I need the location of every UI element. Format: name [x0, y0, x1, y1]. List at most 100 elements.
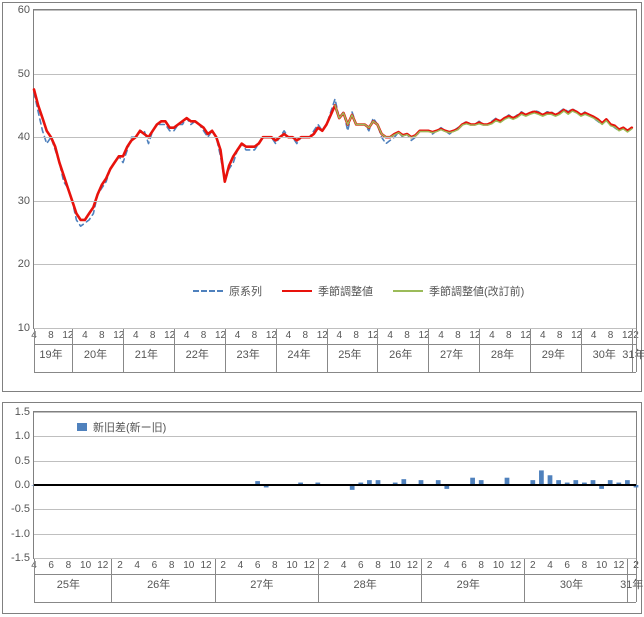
- x-tick-month: 10: [390, 560, 401, 571]
- x-tick-month: 10: [183, 560, 194, 571]
- x-tick-month: 2: [117, 560, 123, 571]
- y-tick-label: 0.5: [15, 455, 30, 467]
- x-year-label: 31年: [622, 346, 644, 362]
- legend-label: 原系列: [229, 283, 262, 299]
- x-year-label: 29年: [457, 576, 480, 592]
- x-tick-month: 6: [152, 560, 158, 571]
- top-series-svg: [34, 10, 636, 328]
- y-tick-label: -0.5: [11, 503, 30, 515]
- x-tick-month: 12: [613, 560, 624, 571]
- x-tick-month: 4: [286, 330, 292, 341]
- x-year-label: 24年: [287, 346, 310, 362]
- legend-item: 季節調整値: [282, 283, 373, 299]
- x-tick-month: 8: [303, 330, 309, 341]
- y-tick-label: 40: [18, 131, 30, 143]
- x-tick-month: 4: [489, 330, 495, 341]
- x-tick-month: 4: [387, 330, 393, 341]
- x-tick-month: 12: [97, 560, 108, 571]
- legend-label: 季節調整値(改訂前): [429, 283, 524, 299]
- x-tick-month: 4: [444, 560, 450, 571]
- legend-label: 季節調整値: [318, 283, 373, 299]
- legend-label: 新旧差(新ー旧): [93, 419, 166, 435]
- x-tick-month: 8: [272, 560, 278, 571]
- x-year-label: 21年: [135, 346, 158, 362]
- bottom-bar-chart: 4681012246810122468101224681012246810122…: [2, 402, 642, 614]
- x-tick-month: 6: [255, 560, 261, 571]
- y-tick-label: -1.5: [11, 552, 30, 564]
- x-tick-month: 2: [427, 560, 433, 571]
- x-tick-month: 8: [150, 330, 156, 341]
- y-tick-label: 0.0: [15, 479, 30, 491]
- x-year-label: 31年: [620, 576, 643, 592]
- x-tick-month: 8: [201, 330, 207, 341]
- x-tick-month: 4: [134, 560, 140, 571]
- x-tick-month: 4: [591, 330, 597, 341]
- x-tick-month: 10: [493, 560, 504, 571]
- x-tick-month: 6: [461, 560, 467, 571]
- x-tick-month: 8: [353, 330, 359, 341]
- x-tick-month: 10: [286, 560, 297, 571]
- x-tick-month: 6: [358, 560, 364, 571]
- x-year-label: 30年: [593, 346, 616, 362]
- x-tick-month: 8: [375, 560, 381, 571]
- x-year-label: 29年: [542, 346, 565, 362]
- x-tick-month: 10: [80, 560, 91, 571]
- x-tick-month: 4: [82, 330, 88, 341]
- x-tick-month: 4: [336, 330, 342, 341]
- x-tick-month: 8: [404, 330, 410, 341]
- x-tick-month: 8: [48, 330, 54, 341]
- x-tick-month: 4: [540, 330, 546, 341]
- top-legend: 原系列 季節調整値 季節調整値(改訂前): [193, 283, 524, 299]
- x-tick-month: 8: [478, 560, 484, 571]
- x-year-label: 22年: [186, 346, 209, 362]
- x-tick-month: 8: [582, 560, 588, 571]
- x-tick-month: 12: [200, 560, 211, 571]
- x-year-label: 28年: [353, 576, 376, 592]
- y-tick-label: 20: [18, 258, 30, 270]
- y-tick-label: 50: [18, 68, 30, 80]
- x-tick-month: 8: [557, 330, 563, 341]
- x-year-label: 26年: [147, 576, 170, 592]
- x-tick-month: 10: [596, 560, 607, 571]
- x-year-label: 27年: [250, 576, 273, 592]
- x-tick-month: 4: [235, 330, 241, 341]
- x-tick-month: 2: [530, 560, 536, 571]
- x-tick-month: 12: [407, 560, 418, 571]
- y-tick-label: 1.5: [15, 406, 30, 418]
- x-year-label: 27年: [440, 346, 463, 362]
- legend-item: 新旧差(新ー旧): [77, 419, 166, 435]
- x-year-label: 26年: [389, 346, 412, 362]
- x-tick-month: 8: [506, 330, 512, 341]
- y-tick-label: 60: [18, 4, 30, 16]
- x-tick-month: 2: [220, 560, 226, 571]
- x-tick-month: 8: [99, 330, 105, 341]
- x-tick-month: 6: [564, 560, 570, 571]
- y-tick-label: 30: [18, 195, 30, 207]
- x-tick-month: 4: [547, 560, 553, 571]
- bottom-legend: 新旧差(新ー旧): [77, 419, 166, 435]
- x-tick-month: 12: [304, 560, 315, 571]
- x-tick-month: 12: [510, 560, 521, 571]
- x-tick-month: 2: [324, 560, 330, 571]
- y-tick-label: 10: [18, 322, 30, 334]
- x-tick-month: 4: [341, 560, 347, 571]
- legend-item: 原系列: [193, 283, 262, 299]
- x-year-label: 25年: [338, 346, 361, 362]
- x-year-label: 20年: [84, 346, 107, 362]
- x-tick-month: 4: [438, 330, 444, 341]
- y-tick-label: 1.0: [15, 430, 30, 442]
- x-tick-month: 8: [455, 330, 461, 341]
- x-tick-month: 8: [66, 560, 72, 571]
- x-year-label: 19年: [39, 346, 62, 362]
- x-tick-month: 8: [169, 560, 175, 571]
- x-year-label: 23年: [236, 346, 259, 362]
- x-tick-month: 4: [238, 560, 244, 571]
- top-line-chart: 4812481248124812481248124812481248124812…: [2, 2, 642, 392]
- x-tick-month: 4: [133, 330, 139, 341]
- top-plot-area: 4812481248124812481248124812481248124812…: [33, 9, 637, 329]
- x-year-label: 30年: [560, 576, 583, 592]
- x-tick-month: 8: [608, 330, 614, 341]
- x-year-label: 28年: [491, 346, 514, 362]
- x-tick-month: 8: [252, 330, 258, 341]
- x-year-label: 25年: [57, 576, 80, 592]
